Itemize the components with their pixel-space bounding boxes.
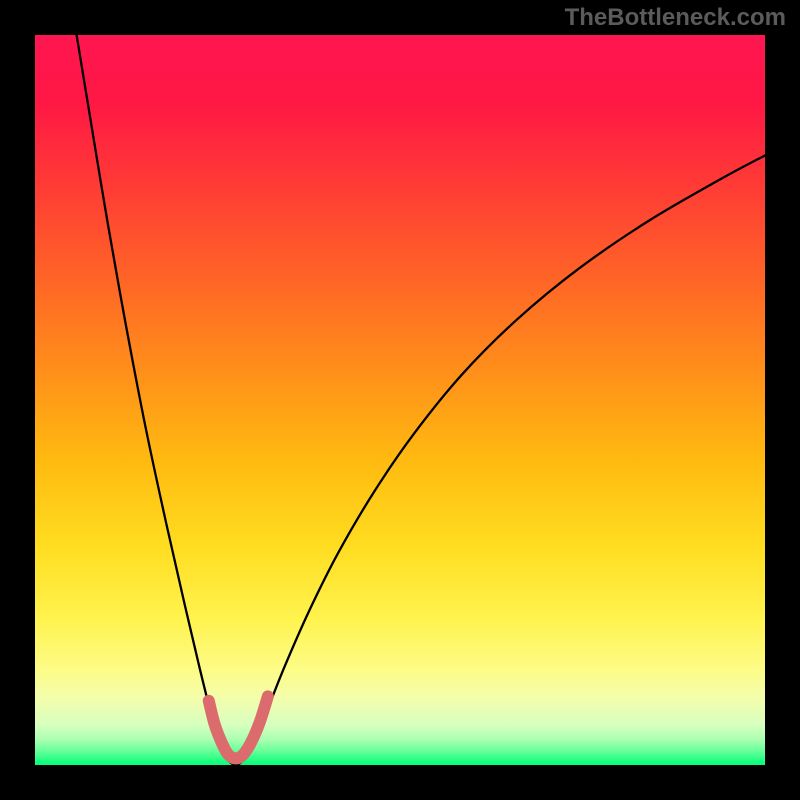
- chart-svg: [0, 0, 800, 800]
- chart-stage: TheBottleneck.com: [0, 0, 800, 800]
- gradient-background: [35, 35, 765, 765]
